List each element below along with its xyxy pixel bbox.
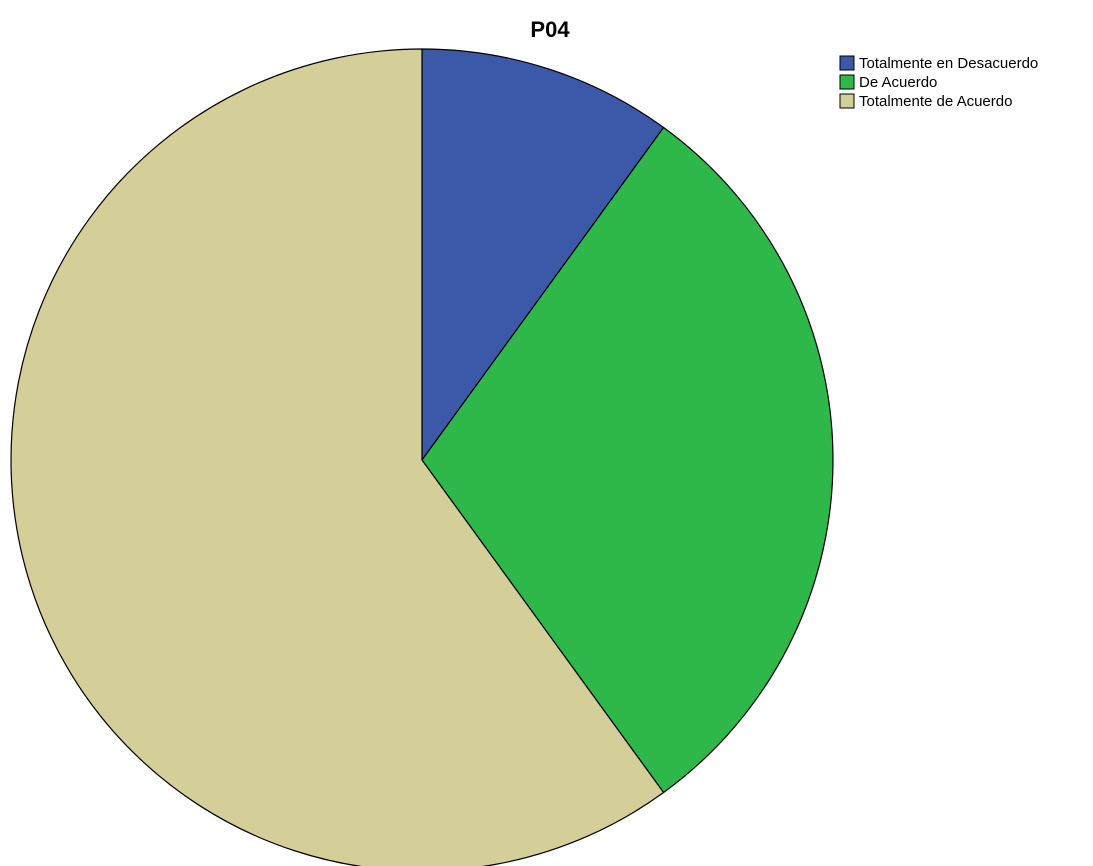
pie-slice-3 <box>10 48 665 866</box>
chart-title: P04 <box>530 17 570 42</box>
legend-item: De Acuerdo <box>839 74 937 91</box>
legend-label: De Acuerdo <box>859 74 937 91</box>
legend-item: Totalmente de Acuerdo <box>839 93 1012 110</box>
legend-label: Totalmente de Acuerdo <box>859 93 1012 110</box>
legend-swatch <box>839 93 855 109</box>
legend-label: Totalmente en Desacuerdo <box>859 55 1038 72</box>
pie-slices <box>10 48 834 866</box>
pie-slice-2 <box>421 126 834 794</box>
pie-slice-1 <box>421 48 665 461</box>
legend: Totalmente en Desacuerdo De Acuerdo Totalm… <box>839 55 1038 110</box>
legend-swatch <box>839 55 855 71</box>
legend-swatch <box>839 74 855 90</box>
legend-item: Totalmente en Desacuerdo <box>839 55 1038 72</box>
